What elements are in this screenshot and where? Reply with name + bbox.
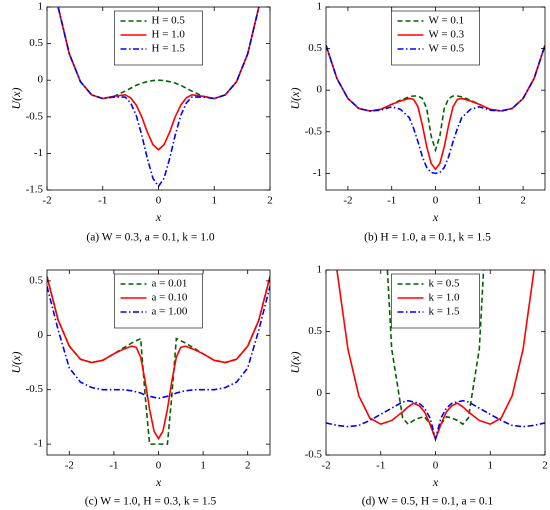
caption: (a) W = 0.3, a = 0.1, k = 1.0 [86,232,215,244]
y-tick-label: 0 [317,84,323,96]
y-tick-label: -1 [34,147,43,159]
x-tick-label: 2 [267,195,273,207]
x-tick-label: -2 [65,460,74,472]
y-tick-label: -0.5 [26,383,44,395]
legend-label: a = 0.01 [152,278,188,290]
x-tick-label: -2 [343,195,352,207]
legend-label: a = 0.10 [152,292,188,304]
y-tick-label: -0.5 [305,125,323,137]
y-axis-label: U(x) [288,88,302,110]
y-axis-label: U(x) [9,88,23,110]
x-tick-label: 1 [212,195,218,207]
plot-lines [326,270,545,443]
plot-lines [47,276,270,445]
legend-box [114,10,203,66]
legend-label: a = 1.00 [152,306,188,318]
legend: k = 0.5 k = 1.0 k = 1.5 [391,273,480,329]
caption: (c) W = 1.0, H = 0.3, k = 1.5 [85,496,217,508]
y-tick-label: -1.5 [26,184,44,196]
data-line [47,276,270,441]
x-tick-label: -1 [109,460,118,472]
legend: a = 0.01 a = 0.10 a = 1.00 [114,273,203,329]
x-tick-label: 0 [156,195,162,207]
x-tick-label: -1 [387,195,396,207]
data-line [326,399,545,443]
x-tick-label: 0 [433,460,439,472]
y-tick-label: 0 [317,387,323,399]
y-tick-label: 1 [38,1,44,13]
legend: H = 0.5 H = 1.0 H = 1.5 [114,10,203,66]
y-tick-label: -0.5 [26,110,44,122]
x-axis-label: x [155,210,162,224]
x-tick-label: 1 [488,460,494,472]
x-tick-label: 2 [520,195,526,207]
y-tick-label: 0.5 [29,37,43,49]
panel: -2 -1 0 1 2 -1 -0.5 0 0.5 x U(x) (c) W = 1.0, H = 0… [9,269,271,508]
x-tick-label: -1 [98,195,107,207]
x-tick-label: 1 [200,460,206,472]
panel: -2 -1 0 1 2 -0.5 0 0.5 1 x U(x) (d) W = 0.5, H = 0.… [288,264,548,508]
legend-label: H = 0.5 [152,15,186,27]
y-tick-label: 0 [38,329,44,341]
x-axis-label: x [432,210,439,224]
panel: -2 -1 0 1 2 -1 -0.5 0 0.5 1 x U(x) (b) H = 1.0, a = … [288,1,546,244]
legend-label: H = 1.0 [152,29,186,41]
y-tick-label: -1 [34,438,43,450]
y-axis-label: U(x) [288,352,302,374]
x-tick-label: 1 [477,195,483,207]
x-axis-label: x [155,475,162,489]
y-tick-label: -1 [313,167,322,179]
legend-label: H = 1.5 [152,43,186,55]
x-axis-label: x [432,475,439,489]
legend-label: k = 1.0 [429,292,460,304]
legend-box [391,273,480,329]
legend-label: W = 0.3 [429,29,465,41]
legend-box [114,273,203,329]
legend-label: k = 0.5 [429,278,460,290]
x-tick-label: -1 [376,460,385,472]
y-tick-label: 1 [317,264,323,276]
y-tick-label: 0 [38,74,44,86]
x-tick-label: 2 [542,460,548,472]
caption: (d) W = 0.5, H = 0.1, a = 0.1 [362,496,494,508]
legend-label: W = 0.5 [429,43,465,55]
x-tick-label: -2 [321,460,330,472]
y-tick-label: 0.5 [308,42,322,54]
legend-label: W = 0.1 [429,15,465,27]
y-axis-label: U(x) [9,352,23,374]
legend: W = 0.1 W = 0.3 W = 0.5 [391,10,480,66]
plot-lines [326,45,545,175]
legend-label: k = 1.5 [429,306,460,318]
y-tick-label: 0.5 [29,274,43,286]
y-tick-label: -0.5 [305,449,323,461]
y-tick-label: 0.5 [308,325,322,337]
x-tick-label: 0 [156,460,162,472]
y-tick-label: 1 [317,1,323,13]
caption: (b) H = 1.0, a = 0.1, k = 1.5 [364,232,491,244]
data-line [326,45,545,175]
panel: -2 -1 0 1 2 -1.5 -1 -0.5 0 0.5 1 x U(x) (a) W = 0.3, … [9,1,273,244]
x-tick-label: -2 [42,195,51,207]
x-tick-label: 2 [245,460,251,472]
legend-box [391,10,480,66]
x-tick-label: 0 [433,195,439,207]
